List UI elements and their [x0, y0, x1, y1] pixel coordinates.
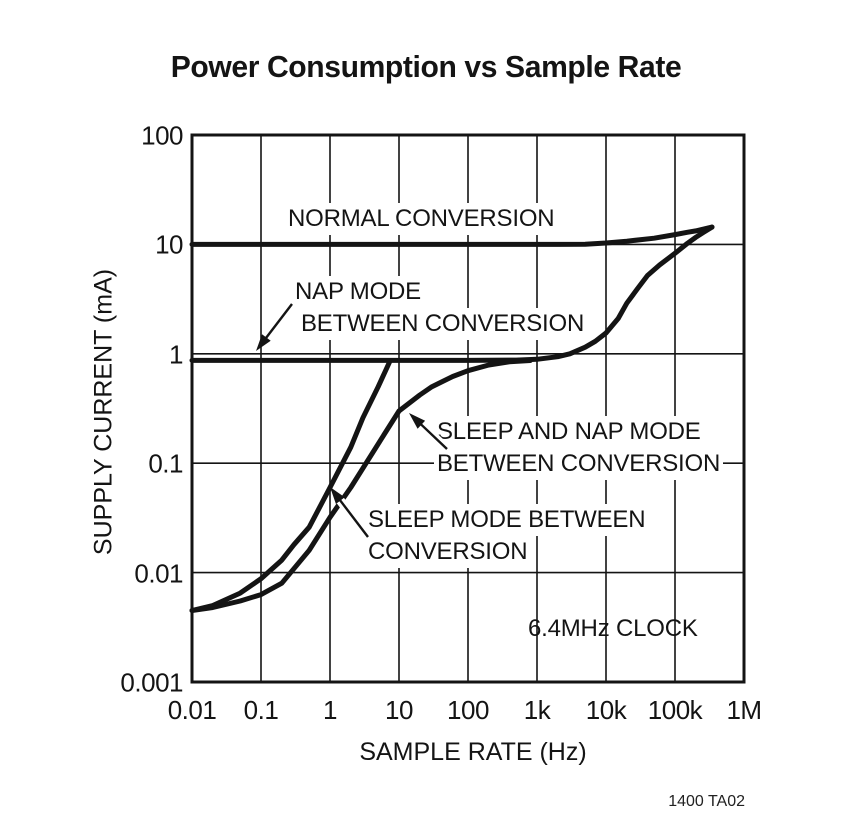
curve-label-sleep-mode: SLEEP MODE BETWEEN CONVERSION — [365, 504, 649, 568]
x-tick-label: 1 — [323, 695, 337, 725]
curve-sleep-mode-between-conversion — [189, 358, 393, 613]
curve-label-nap-mode: NAP MODE BETWEEN CONVERSION — [292, 276, 588, 340]
y-tick-label: 10 — [155, 229, 183, 260]
x-tick-label: 100 — [447, 695, 489, 725]
curve-label-text: NORMAL CONVERSION — [285, 203, 558, 235]
x-tick-label: 100k — [647, 695, 703, 725]
y-axis-title-text: SUPPLY CURRENT (mA) — [89, 268, 118, 556]
page-title: Power Consumption vs Sample Rate — [170, 49, 682, 84]
curve-label-sleep-and-nap-mode: SLEEP AND NAP MODE BETWEEN CONVERSION — [434, 416, 724, 480]
x-tick-label: 10 — [385, 695, 413, 725]
curve-label-text: BETWEEN CONVERSION — [434, 448, 724, 480]
curve-label-text: CONVERSION — [365, 536, 531, 568]
curve-normal-conversion — [189, 224, 715, 247]
y-tick-label: 1 — [169, 339, 183, 370]
y-tick-label: 100 — [141, 120, 183, 151]
x-tick-label: 10k — [585, 695, 627, 725]
curve-label-text: SLEEP AND NAP MODE — [434, 416, 704, 448]
y-tick-label: 0.1 — [148, 448, 183, 479]
y-tick-label: 0.001 — [120, 667, 183, 698]
curve-label-text: SLEEP MODE BETWEEN — [365, 504, 649, 536]
curve-label-text: NAP MODE — [292, 276, 424, 308]
figure-note: 1400 TA02 — [668, 793, 745, 810]
curve-sleep-and-nap-mode-between-conversion — [189, 358, 533, 613]
plot-frame — [190, 133, 746, 684]
clock-note: 6.4MHz CLOCK — [528, 615, 698, 642]
x-axis-title: SAMPLE RATE (Hz) — [359, 738, 587, 766]
x-tick-label: 0.1 — [243, 695, 279, 725]
curve-label-text: BETWEEN CONVERSION — [298, 308, 588, 340]
y-tick-label: 0.01 — [134, 558, 183, 589]
x-tick-label: 1M — [726, 695, 762, 725]
curve-label-normal-conversion: NORMAL CONVERSION — [285, 203, 558, 235]
x-tick-label: 0.01 — [167, 695, 217, 725]
x-tick-label: 1k — [523, 695, 551, 725]
